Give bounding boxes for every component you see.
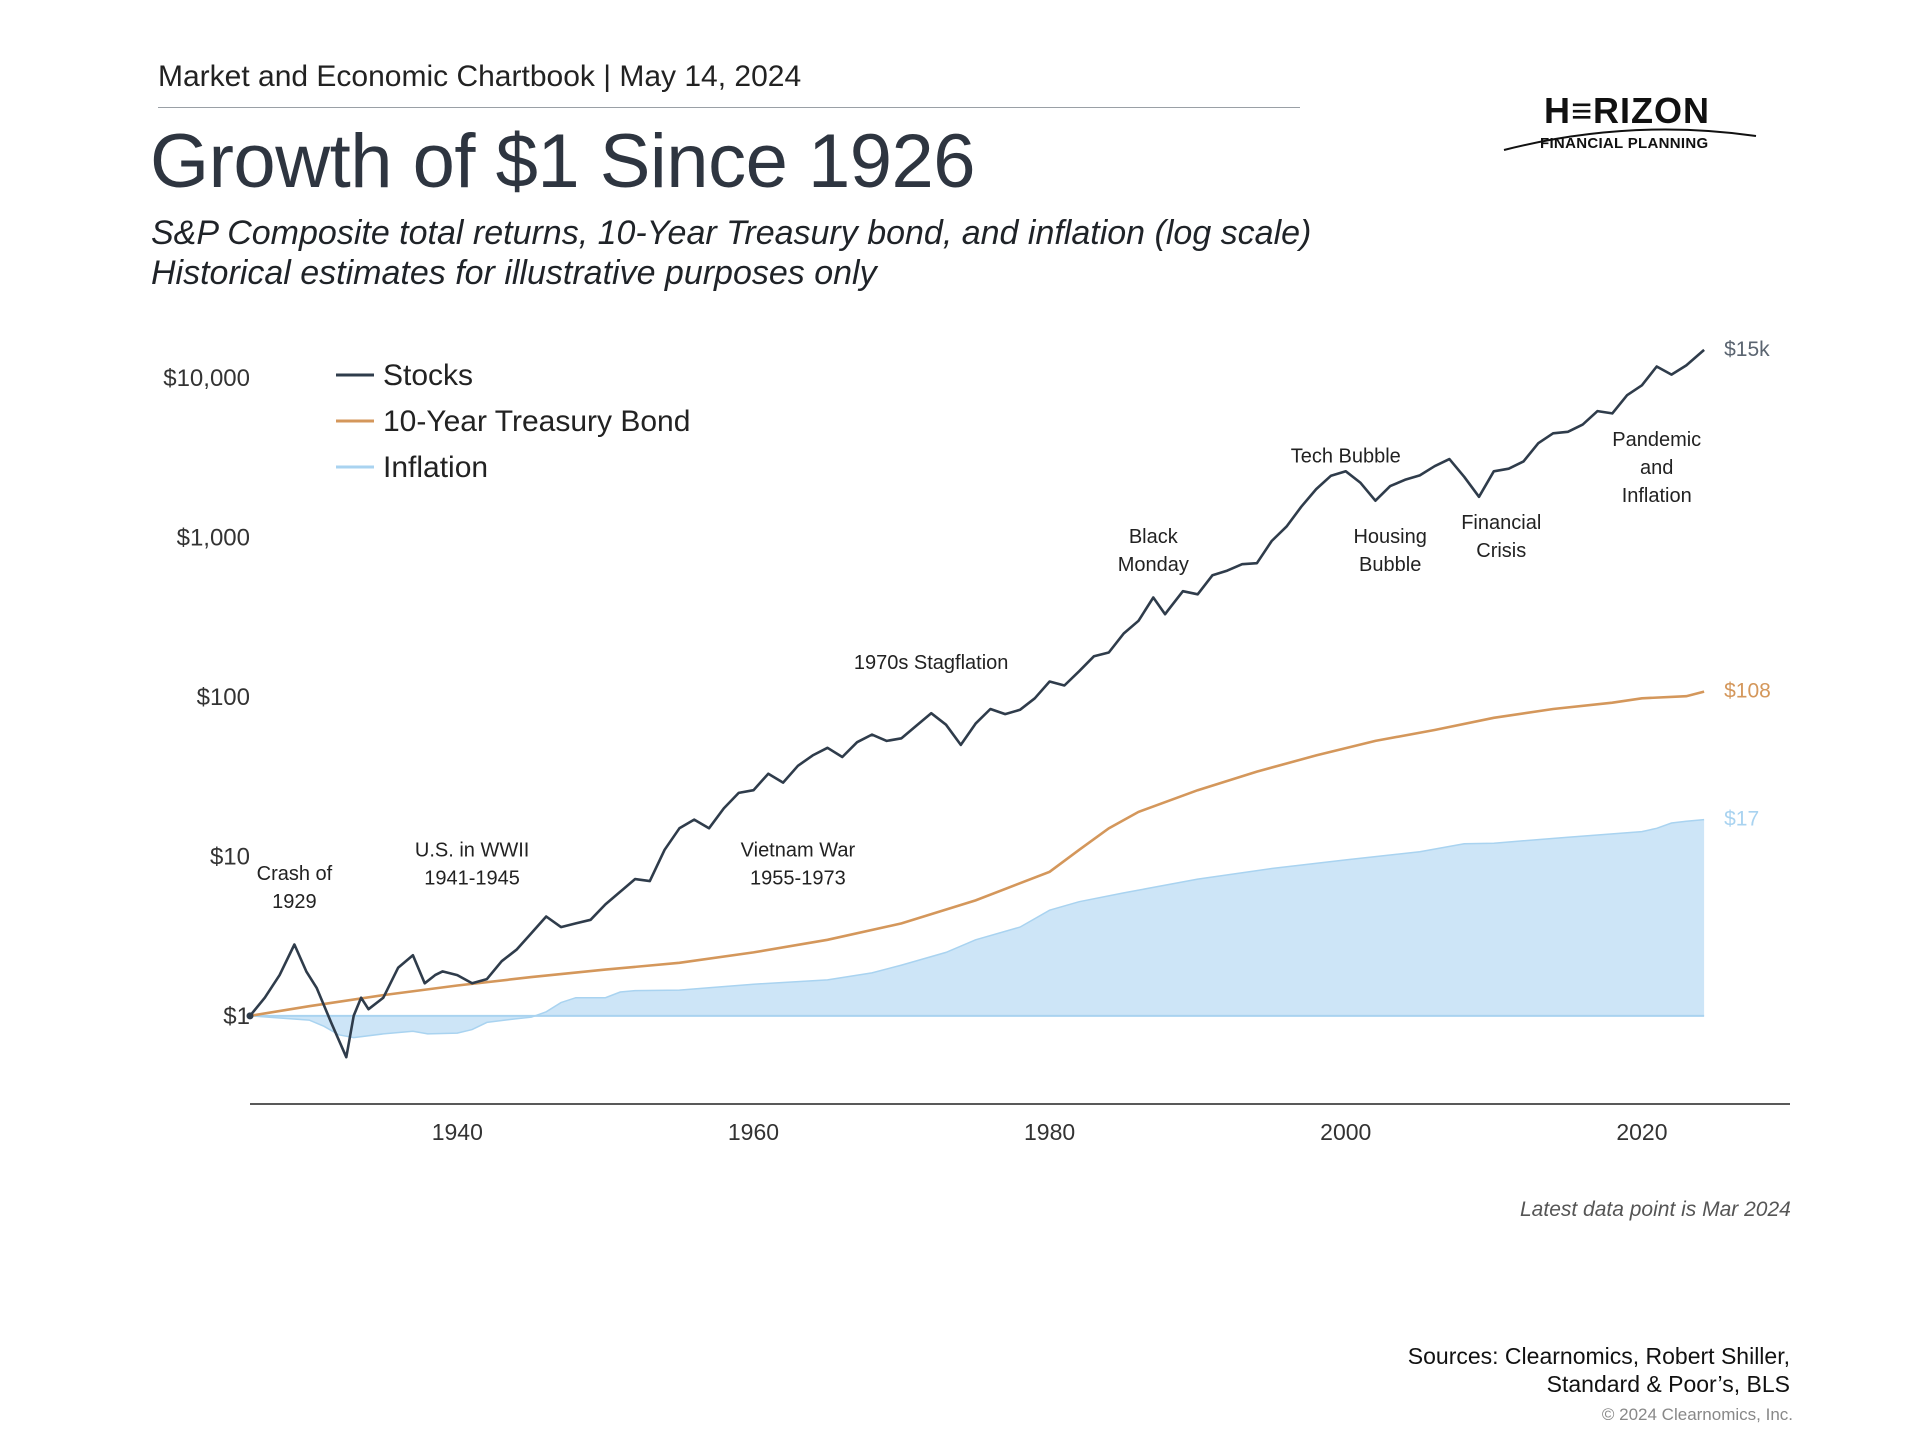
sources-line-1: Sources: Clearnomics, Robert Shiller, bbox=[1407, 1343, 1790, 1369]
legend-label-0: Stocks bbox=[383, 359, 473, 392]
page-title: Growth of $1 Since 1926 bbox=[150, 119, 976, 204]
annotation-4-line-0: Black bbox=[1129, 526, 1179, 548]
annotation-2-line-0: Vietnam War bbox=[741, 839, 856, 861]
x-tick-label-2000: 2000 bbox=[1320, 1119, 1371, 1145]
subtitle-line-2: Historical estimates for illustrative pu… bbox=[151, 254, 877, 292]
legend-label-1: 10-Year Treasury Bond bbox=[383, 405, 690, 438]
copyright-note: © 2024 Clearnomics, Inc. bbox=[1601, 1405, 1793, 1424]
annotation-7-line-1: Crisis bbox=[1476, 540, 1526, 562]
subtitle-line-1: S&P Composite total returns, 10-Year Tre… bbox=[151, 214, 1312, 252]
header-divider bbox=[158, 107, 1300, 108]
annotation-0-line-0: Crash of bbox=[257, 863, 333, 885]
annotation-4-line-1: Monday bbox=[1118, 554, 1189, 576]
annotation-8-line-0: Pandemic bbox=[1612, 429, 1701, 451]
x-tick-label-1940: 1940 bbox=[432, 1119, 483, 1145]
annotation-1-line-0: U.S. in WWII bbox=[415, 839, 529, 861]
y-tick-label-1: $1 bbox=[223, 1003, 250, 1030]
chartbook-header-label: Market and Economic Chartbook | May 14, … bbox=[158, 60, 802, 93]
start-point-marker bbox=[246, 1012, 254, 1020]
stocks-line bbox=[248, 348, 1705, 1059]
treasury-bond-line bbox=[249, 690, 1705, 1018]
annotation-7-line-0: Financial bbox=[1461, 512, 1541, 534]
legend-label-2: Inflation bbox=[383, 451, 488, 484]
inflation-line bbox=[249, 818, 1705, 1039]
x-tick-label-1980: 1980 bbox=[1024, 1119, 1075, 1145]
horizon-logo: H≡RIZON FINANCIAL PLANNING bbox=[1500, 90, 1760, 160]
bond-end-label: $108 bbox=[1724, 680, 1771, 703]
y-tick-label-100: $100 bbox=[197, 684, 250, 711]
x-tick-label-2020: 2020 bbox=[1616, 1119, 1667, 1145]
logo-swoosh-icon bbox=[1503, 128, 1757, 151]
annotation-6-line-0: Housing bbox=[1353, 526, 1426, 548]
inflation-end-label: $17 bbox=[1724, 808, 1759, 831]
annotation-6-line-1: Bubble bbox=[1359, 554, 1421, 576]
annotation-2-line-1: 1955-1973 bbox=[750, 867, 846, 889]
logo-subtext: FINANCIAL PLANNING bbox=[1540, 135, 1709, 152]
logo-wordmark: H≡RIZON bbox=[1544, 90, 1710, 131]
annotation-3-line-0: 1970s Stagflation bbox=[854, 652, 1009, 674]
sources-line-2: Standard & Poor’s, BLS bbox=[1546, 1371, 1790, 1397]
annotation-1-line-1: 1941-1945 bbox=[424, 867, 520, 889]
inflation-area bbox=[250, 819, 1705, 1038]
annotation-8-line-2: Inflation bbox=[1622, 485, 1692, 507]
y-tick-label-1000: $1,000 bbox=[177, 524, 250, 551]
annotation-8-line-1: and bbox=[1640, 457, 1673, 479]
y-tick-label-10000: $10,000 bbox=[163, 365, 250, 392]
annotation-0-line-1: 1929 bbox=[272, 891, 317, 913]
stocks-end-label: $15k bbox=[1724, 338, 1770, 361]
annotation-5-line-0: Tech Bubble bbox=[1291, 446, 1401, 468]
latest-data-note: Latest data point is Mar 2024 bbox=[1520, 1198, 1791, 1221]
x-tick-label-1960: 1960 bbox=[728, 1119, 779, 1145]
sources-note: Sources: Clearnomics, Robert Shiller, St… bbox=[1408, 1342, 1790, 1398]
y-tick-label-10: $10 bbox=[210, 843, 250, 870]
